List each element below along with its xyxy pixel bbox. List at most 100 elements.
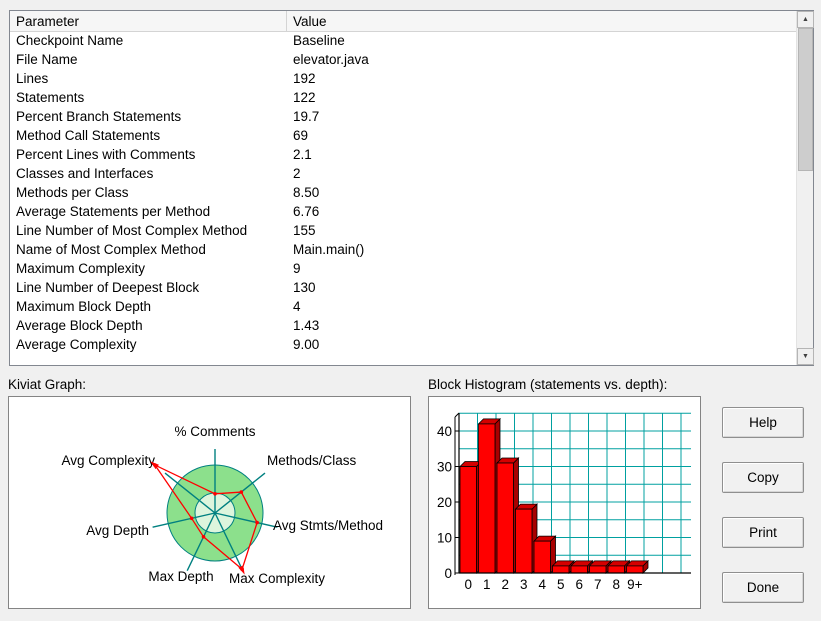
value-cell: 2.1 bbox=[293, 147, 312, 162]
parameter-cell: File Name bbox=[16, 52, 78, 67]
kiviat-graph-panel: % Comments Methods/Class Avg Stmts/Method M… bbox=[8, 396, 411, 609]
parameter-cell: Line Number of Most Complex Method bbox=[16, 223, 248, 238]
x-tick-label: 4 bbox=[539, 577, 547, 592]
value-cell: 1.43 bbox=[293, 318, 320, 333]
table-row[interactable]: Statements 122 bbox=[10, 88, 796, 107]
kiviat-arrow-icon bbox=[238, 565, 245, 575]
block-histogram-label: Block Histogram (statements vs. depth): bbox=[428, 377, 668, 392]
value-cell: Baseline bbox=[293, 33, 345, 48]
copy-button[interactable]: Copy bbox=[722, 462, 804, 493]
column-header-value[interactable]: Value bbox=[293, 14, 327, 29]
parameter-cell: Average Statements per Method bbox=[16, 204, 211, 219]
x-tick-label: 3 bbox=[520, 577, 528, 592]
kiviat-graph-label: Kiviat Graph: bbox=[8, 377, 87, 392]
value-cell: 122 bbox=[293, 90, 316, 105]
table-row[interactable]: File Name elevator.java bbox=[10, 50, 796, 69]
kiviat-axis-label: Avg Depth bbox=[86, 523, 149, 538]
value-cell: 19.7 bbox=[293, 109, 320, 124]
value-cell: Main.main() bbox=[293, 242, 365, 257]
kiviat-data-point bbox=[189, 516, 194, 521]
table-row[interactable]: Line Number of Most Complex Method 155 bbox=[10, 221, 796, 240]
x-tick-label: 1 bbox=[483, 577, 491, 592]
y-tick-label: 30 bbox=[437, 460, 452, 475]
x-tick-label: 5 bbox=[557, 577, 565, 592]
x-tick-label: 6 bbox=[576, 577, 584, 592]
done-button[interactable]: Done bbox=[722, 572, 804, 603]
table-row[interactable]: Average Complexity 9.00 bbox=[10, 335, 796, 354]
table-row[interactable]: Average Block Depth 1.43 bbox=[10, 316, 796, 335]
parameter-cell: Statements bbox=[16, 90, 85, 105]
y-tick-label: 20 bbox=[437, 495, 452, 510]
kiviat-axis-label: Avg Stmts/Method bbox=[273, 518, 383, 533]
table-row[interactable]: Average Statements per Method 6.76 bbox=[10, 202, 796, 221]
scroll-down-button[interactable]: ▼ bbox=[797, 348, 814, 365]
scrollbar-thumb[interactable] bbox=[798, 28, 813, 171]
x-tick-label: 9+ bbox=[627, 577, 643, 592]
scroll-up-button[interactable]: ▲ bbox=[797, 11, 814, 28]
table-row[interactable]: Maximum Complexity 9 bbox=[10, 259, 796, 278]
table-row[interactable]: Name of Most Complex Method Main.main() bbox=[10, 240, 796, 259]
histogram-bar bbox=[625, 559, 649, 574]
table-row[interactable]: Lines 192 bbox=[10, 69, 796, 88]
kiviat-data-point bbox=[213, 492, 217, 496]
value-cell: 8.50 bbox=[293, 185, 320, 200]
value-cell: 6.76 bbox=[293, 204, 320, 219]
kiviat-axis bbox=[214, 512, 244, 572]
parameter-cell: Average Block Depth bbox=[16, 318, 143, 333]
kiviat-axis-label: Max Complexity bbox=[229, 571, 325, 586]
column-header-parameter[interactable]: Parameter bbox=[10, 11, 287, 31]
table-row[interactable]: Checkpoint Name Baseline bbox=[10, 31, 796, 50]
parameter-cell: Average Complexity bbox=[16, 337, 137, 352]
parameter-cell: Percent Lines with Comments bbox=[16, 147, 196, 162]
value-cell: 69 bbox=[293, 128, 309, 143]
parameter-cell: Classes and Interfaces bbox=[16, 166, 154, 181]
kiviat-axis bbox=[152, 512, 216, 528]
scroll-down-icon: ▼ bbox=[802, 353, 809, 360]
parameter-cell: Methods per Class bbox=[16, 185, 129, 200]
y-tick-label: 10 bbox=[437, 531, 452, 546]
table-row[interactable]: Percent Branch Statements 19.7 bbox=[10, 107, 796, 126]
kiviat-axis-label: % Comments bbox=[174, 424, 255, 439]
histogram-bar bbox=[533, 535, 557, 574]
parameter-cell: Name of Most Complex Method bbox=[16, 242, 206, 257]
kiviat-data-point bbox=[239, 490, 244, 494]
parameter-cell: Line Number of Deepest Block bbox=[16, 280, 200, 295]
table-row[interactable]: Maximum Block Depth 4 bbox=[10, 297, 796, 316]
table-row[interactable]: Classes and Interfaces 2 bbox=[10, 164, 796, 183]
histogram-bar bbox=[459, 460, 483, 574]
parameter-cell: Checkpoint Name bbox=[16, 33, 124, 48]
kiviat-axis-label: Methods/Class bbox=[267, 453, 357, 468]
help-button[interactable]: Help bbox=[722, 407, 804, 438]
table-header: Parameter Value bbox=[10, 11, 796, 32]
value-cell: 192 bbox=[293, 71, 316, 86]
parameter-cell: Maximum Block Depth bbox=[16, 299, 152, 314]
value-cell: elevator.java bbox=[293, 52, 369, 67]
kiviat-data-polygon bbox=[153, 463, 258, 571]
table-row[interactable]: Method Call Statements 69 bbox=[10, 126, 796, 145]
parameter-cell: Maximum Complexity bbox=[16, 261, 146, 276]
table-row[interactable]: Line Number of Deepest Block 130 bbox=[10, 278, 796, 297]
parameter-cell: Method Call Statements bbox=[16, 128, 161, 143]
kiviat-graph: % Comments Methods/Class Avg Stmts/Method M… bbox=[61, 424, 383, 586]
table-row[interactable]: Methods per Class 8.50 bbox=[10, 183, 796, 202]
kiviat-arrow-icon bbox=[150, 461, 159, 470]
kiviat-data-point bbox=[255, 520, 259, 525]
block-histogram-panel: 0 10 20 30 40 0 1 2 3 4 5 6 7 8 9+ bbox=[428, 396, 701, 609]
kiviat-axis-label: Avg Complexity bbox=[61, 453, 155, 468]
kiviat-axis bbox=[214, 512, 278, 528]
x-tick-label: 2 bbox=[502, 577, 510, 592]
scroll-up-icon: ▲ bbox=[802, 16, 809, 23]
vertical-scrollbar[interactable]: ▲ ▼ bbox=[796, 11, 814, 365]
value-cell: 2 bbox=[293, 166, 301, 181]
table-row[interactable]: Percent Lines with Comments 2.1 bbox=[10, 145, 796, 164]
value-cell: 130 bbox=[293, 280, 316, 295]
metrics-table: Parameter Value Checkpoint Name Baseline F… bbox=[9, 10, 814, 366]
print-button[interactable]: Print bbox=[722, 517, 804, 548]
y-tick-label: 0 bbox=[444, 566, 452, 581]
y-tick-label: 40 bbox=[437, 424, 452, 439]
value-cell: 155 bbox=[293, 223, 316, 238]
parameter-cell: Percent Branch Statements bbox=[16, 109, 182, 124]
kiviat-axis-label: Max Depth bbox=[148, 569, 213, 584]
axis-3d-edge bbox=[454, 412, 460, 418]
